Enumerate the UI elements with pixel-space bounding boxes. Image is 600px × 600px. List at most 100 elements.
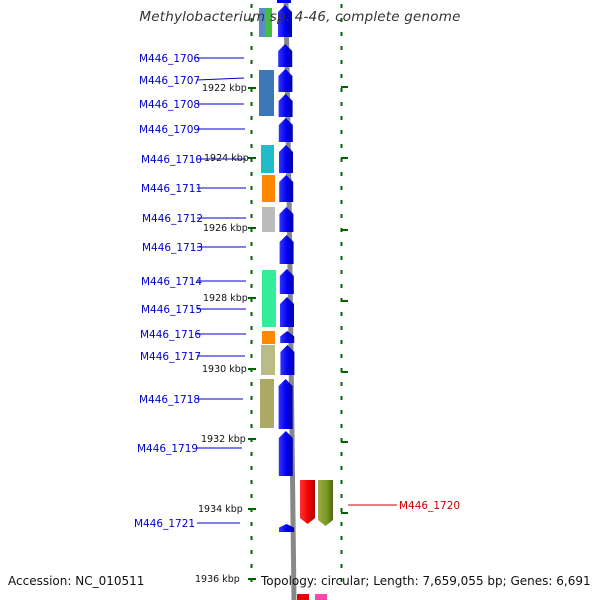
guide-dot-left xyxy=(250,116,253,120)
gene-arrow xyxy=(280,331,295,343)
guide-dot-right xyxy=(340,88,343,92)
guide-dot-left xyxy=(250,74,253,78)
guide-dot-right xyxy=(340,158,343,162)
partial-feature xyxy=(297,594,309,600)
guide-dot-left xyxy=(250,200,253,204)
gene-arrow-reverse xyxy=(318,480,333,526)
guide-dot-right xyxy=(340,466,343,470)
guide-dot-left xyxy=(250,550,253,554)
gene-arrow xyxy=(278,379,293,429)
gene-label: M446_1720 xyxy=(399,500,460,512)
topology-text: Topology: circular; Length: 7,659,055 bp… xyxy=(261,574,591,588)
scale-tick-right xyxy=(341,300,348,302)
feature-layer xyxy=(259,0,333,600)
scale-label: 1928 kbp xyxy=(203,293,248,304)
guide-dot-right xyxy=(340,60,343,64)
gene-label: M446_1712 xyxy=(142,213,203,225)
guide-dot-left xyxy=(250,536,253,540)
scale-label: 1936 kbp xyxy=(195,574,240,585)
gene-arrow xyxy=(279,175,294,202)
guide-dot-right xyxy=(340,564,343,568)
guide-dot-right xyxy=(340,438,343,442)
gene-label: M446_1709 xyxy=(139,124,200,136)
scale-tick-left xyxy=(248,438,256,440)
guide-dot-left xyxy=(250,452,253,456)
scale-tick-left xyxy=(248,87,256,89)
category-block-green xyxy=(265,8,272,37)
guide-dot-left xyxy=(250,284,253,288)
guide-dot-left xyxy=(250,382,253,386)
guide-dot-left xyxy=(250,270,253,274)
gene-arrow xyxy=(277,0,291,3)
guide-dot-right xyxy=(340,508,343,512)
category-block-olive xyxy=(260,379,274,428)
gene-arrow xyxy=(279,524,294,532)
guide-dot-right xyxy=(340,550,343,554)
scale-tick-left xyxy=(248,578,256,580)
guide-dot-left xyxy=(250,18,253,22)
gene-arrow-reverse xyxy=(300,480,315,524)
scale-tick-right xyxy=(341,157,348,159)
category-block-orange xyxy=(262,175,275,202)
guide-dot-left xyxy=(250,410,253,414)
scale-tick-left xyxy=(248,297,256,299)
guide-dot-left xyxy=(250,130,253,134)
category-block-mint xyxy=(262,270,276,327)
gene-arrow xyxy=(280,297,294,327)
gene-arrow xyxy=(278,431,293,476)
guide-dot-right xyxy=(340,214,343,218)
guide-dot-right xyxy=(340,326,343,330)
gene-label: M446_1710 xyxy=(141,154,202,166)
scale-tick-left xyxy=(248,227,256,229)
gene-label: M446_1716 xyxy=(140,329,201,341)
gene-arrow xyxy=(278,69,293,92)
gene-label: M446_1706 xyxy=(139,53,200,65)
gene-arrow xyxy=(278,118,293,142)
scale-tick-left xyxy=(248,368,256,370)
gene-label: M446_1711 xyxy=(141,183,202,195)
guide-dot-right xyxy=(340,424,343,428)
guide-dot-left xyxy=(250,298,253,302)
guide-dot-left xyxy=(250,158,253,162)
guide-dot-right xyxy=(340,578,343,582)
guide-dot-right xyxy=(340,186,343,190)
guide-dot-right xyxy=(340,480,343,484)
gene-arrow xyxy=(279,235,294,264)
gene-label: M446_1713 xyxy=(142,242,203,254)
guide-dot-right xyxy=(340,116,343,120)
accession-text: Accession: NC_010511 xyxy=(8,574,145,588)
guide-dot-left xyxy=(250,480,253,484)
guide-dot-left xyxy=(250,102,253,106)
category-block-khaki xyxy=(261,345,275,375)
scale-tick-right xyxy=(341,371,348,373)
guide-dot-right xyxy=(340,130,343,134)
scale-label: 1926 kbp xyxy=(203,223,248,234)
guide-dot-left xyxy=(250,186,253,190)
guide-dot-right xyxy=(340,242,343,246)
scale-tick-left xyxy=(248,508,256,510)
guide-dot-left xyxy=(250,466,253,470)
guide-dot-left xyxy=(250,424,253,428)
guide-dot-left xyxy=(250,172,253,176)
gene-label: M446_1707 xyxy=(139,75,200,87)
scale-label: 1934 kbp xyxy=(198,504,243,515)
guide-dot-left xyxy=(250,46,253,50)
map-title: Methylobacterium sp. 4-46, complete geno… xyxy=(139,9,461,25)
guide-dot-right xyxy=(340,284,343,288)
guide-dot-right xyxy=(340,312,343,316)
gene-label: M446_1708 xyxy=(139,99,200,111)
guide-dot-left xyxy=(250,32,253,36)
guide-dot-right xyxy=(340,144,343,148)
category-block-grey xyxy=(262,207,275,232)
scale-tick-left xyxy=(248,157,256,159)
guide-dot-right xyxy=(340,382,343,386)
scale-label: 1922 kbp xyxy=(202,83,247,94)
guide-dot-right xyxy=(340,200,343,204)
guide-dot-left xyxy=(250,256,253,260)
gene-label: M446_1714 xyxy=(141,276,202,288)
gene-arrow xyxy=(279,207,294,232)
guide-dot-right xyxy=(340,410,343,414)
